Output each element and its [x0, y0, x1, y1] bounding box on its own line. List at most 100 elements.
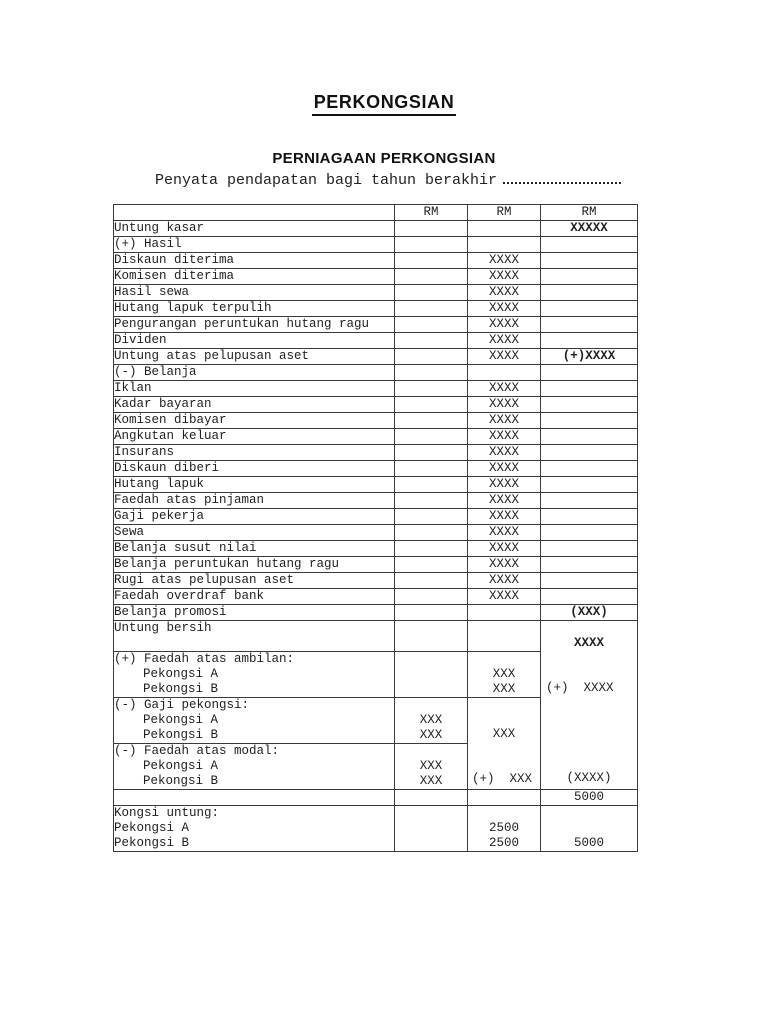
row-label: Belanja susut nilai: [113, 540, 395, 557]
cell-rm1: XXX XXX: [394, 743, 468, 790]
table-row: Faedah overdraf bank XXXX: [113, 588, 638, 605]
cell-rm1: [394, 316, 468, 333]
cell-rm2: XXXX: [467, 300, 541, 317]
dotted-fill-in-line: [503, 170, 622, 184]
gaji-value-b: XXX: [419, 728, 443, 742]
partner-b-label: Pekongsi B: [143, 728, 219, 742]
cell-rm1: [394, 380, 468, 397]
table-row: Iklan XXXX: [113, 380, 638, 397]
cell-rm2: XXXX: [467, 268, 541, 285]
kongsi-total: 5000: [573, 836, 604, 850]
cell-rm3: [540, 268, 638, 285]
cell-rm3: 5000: [540, 805, 638, 852]
cell-rm2: [467, 620, 541, 652]
row-label: [113, 789, 395, 806]
row-label: Komisen dibayar: [113, 412, 395, 429]
net-profit-value: XXXX: [573, 636, 604, 650]
cell-rm2: XXXX: [467, 348, 541, 365]
modal-value-b: XXX: [419, 774, 443, 788]
cell-rm2: XXXX: [467, 572, 541, 589]
table-row: Belanja susut nilai XXXX: [113, 540, 638, 557]
cell-rm2: XXXX: [467, 460, 541, 477]
cell-rm3: [540, 508, 638, 525]
table-row: Faedah atas pinjaman XXXX: [113, 492, 638, 509]
row-label: Belanja promosi: [113, 604, 395, 621]
cell-rm1: [394, 460, 468, 477]
cell-rm1: [394, 476, 468, 493]
cell-rm2: XXXX: [467, 396, 541, 413]
table-row-untung-bersih: Untung bersih XXXX (+) XXXX (XXXX): [113, 620, 638, 790]
cell-rm1: [394, 604, 468, 621]
cell-rm1: [394, 508, 468, 525]
ambilan-value-a: XXX: [492, 667, 516, 681]
section-header: (+) Faedah atas ambilan:: [114, 652, 295, 667]
row-label: Gaji pekerja: [113, 508, 395, 525]
row-label: Dividen: [113, 332, 395, 349]
header-cell-blank: [113, 204, 395, 221]
table-row: Diskaun diterima XXXX: [113, 252, 638, 269]
cell-rm3: [540, 252, 638, 269]
partner-a-label: Pekongsi A: [143, 759, 219, 773]
cell-rm2: [467, 604, 541, 621]
cell-rm3: [540, 380, 638, 397]
cell-rm1: [394, 300, 468, 317]
table-row-gaji-pekongsi: (-) Gaji pekongsi: Pekongsi A Pekongsi B…: [113, 697, 638, 790]
cell-rm2: XXXX: [467, 476, 541, 493]
cell-rm3: [540, 572, 638, 589]
table-row: Belanja promosi (XXX): [113, 604, 638, 621]
cell-rm2: XXXX: [467, 524, 541, 541]
cell-rm1: [394, 364, 468, 381]
cell-rm2: XXXX: [467, 444, 541, 461]
statement-period-label: Penyata pendapatan bagi tahun berakhir: [155, 172, 498, 189]
header-cell-rm3: RM: [540, 204, 638, 221]
table-row: Hutang lapuk XXXX: [113, 476, 638, 493]
cell-rm1: [394, 252, 468, 269]
table-row: Insurans XXXX: [113, 444, 638, 461]
cell-rm3: [540, 492, 638, 509]
cell-rm1: [394, 789, 468, 806]
table-row-net-total: 5000: [113, 789, 638, 806]
ambilan-total-value: (+) XXXX: [546, 681, 614, 695]
cell-rm1: [394, 428, 468, 445]
header-cell-rm2: RM: [467, 204, 541, 221]
page-title: PERKONGSIAN: [311, 92, 457, 116]
table-row: Untung kasar XXXXX: [113, 220, 638, 237]
row-label: Pengurangan peruntukan hutang ragu: [113, 316, 395, 333]
table-row: Diskaun diberi XXXX: [113, 460, 638, 477]
cell-rm3: [540, 300, 638, 317]
upper-rows-body: Untung kasar XXXXX (+) Hasil Diskaun diteri…: [113, 220, 638, 621]
cell-rm3: [540, 588, 638, 605]
row-label: Untung atas pelupusan aset: [113, 348, 395, 365]
section-header: (-) Gaji pekongsi:: [114, 698, 250, 713]
cell-rm3: XXXXX: [540, 220, 638, 237]
cell-rm1: [394, 236, 468, 253]
row-label: Belanja peruntukan hutang ragu: [113, 556, 395, 573]
table-row-faedah-ambilan: (+) Faedah atas ambilan: Pekongsi A Peko…: [113, 651, 638, 698]
row-label: (-) Belanja: [113, 364, 395, 381]
cell-rm2: XXXX: [467, 284, 541, 301]
table-row: Gaji pekerja XXXX: [113, 508, 638, 525]
title-container: PERKONGSIAN: [0, 92, 768, 116]
cell-rm3: [540, 556, 638, 573]
row-label: Rugi atas pelupusan aset: [113, 572, 395, 589]
cell-rm1: [394, 492, 468, 509]
cell-rm2: XXXX: [467, 412, 541, 429]
row-label: Sewa: [113, 524, 395, 541]
row-label: Hutang lapuk terpulih: [113, 300, 395, 317]
table-row: Belanja peruntukan hutang ragu XXXX: [113, 556, 638, 573]
modal-value-a: XXX: [419, 759, 443, 773]
partner-a-label: Pekongsi A: [114, 821, 190, 835]
partner-a-label: Pekongsi A: [143, 667, 219, 681]
cell-rm3: [540, 316, 638, 333]
row-label: Kongsi untung: Pekongsi A Pekongsi B: [113, 805, 395, 852]
section-header: Kongsi untung:: [114, 806, 220, 821]
row-label: Hutang lapuk: [113, 476, 395, 493]
cell-rm3: [540, 412, 638, 429]
row-label: Diskaun diberi: [113, 460, 395, 477]
cell-rm2: XXXX: [467, 316, 541, 333]
row-label: Iklan: [113, 380, 395, 397]
table-header: RM RM RM: [113, 204, 638, 221]
net-total-value: 5000: [540, 789, 638, 806]
cell-rm3: [540, 396, 638, 413]
cell-rm2: XXXX: [467, 556, 541, 573]
